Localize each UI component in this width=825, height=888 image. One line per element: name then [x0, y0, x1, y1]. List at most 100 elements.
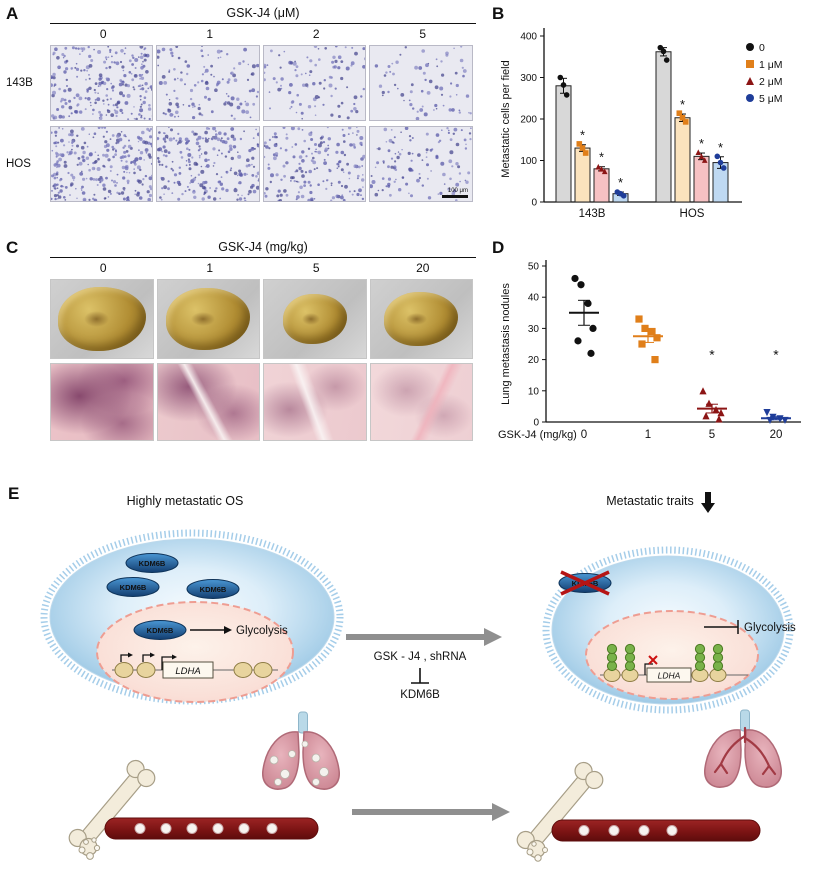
cell-dot — [121, 80, 125, 84]
data-point — [560, 82, 567, 88]
panel-e-label: E — [8, 484, 20, 503]
cell-dot — [53, 47, 58, 51]
cell-dot — [448, 129, 451, 132]
cell-dot — [102, 135, 105, 138]
cell-dot — [337, 115, 341, 118]
lung-specimen — [384, 292, 459, 346]
cell-dot — [285, 193, 289, 197]
bar — [693, 155, 710, 203]
cell-dot — [449, 150, 454, 155]
cell-dot — [304, 171, 308, 174]
y-tick-label: 400 — [520, 32, 537, 43]
cell-dot — [363, 57, 366, 61]
cell-dot — [185, 141, 189, 145]
cell-dot — [169, 48, 173, 52]
cell-dot — [331, 196, 335, 200]
cell-dot — [139, 46, 144, 49]
cell-dot — [239, 173, 244, 177]
cell-dot — [358, 188, 362, 193]
cell-dot — [283, 50, 286, 53]
cell-dot — [268, 138, 271, 141]
cell-dot — [330, 184, 333, 187]
treatment-target-label: KDM6B — [400, 689, 440, 701]
cell-dot — [390, 165, 395, 169]
data-point — [717, 159, 724, 166]
cell-dot — [62, 144, 66, 147]
cell-dot — [150, 88, 153, 91]
cell-dot — [121, 165, 125, 170]
data-point — [763, 409, 771, 417]
cell-dot — [214, 136, 218, 140]
cell-dot — [227, 137, 230, 141]
cell-dot — [52, 72, 56, 77]
cell-dot — [230, 167, 233, 170]
cell-dot — [119, 79, 122, 82]
cell-dot — [309, 59, 313, 63]
cell-dot — [456, 142, 460, 147]
cell-dot — [340, 76, 344, 81]
cell-dot — [333, 65, 337, 69]
cell-dot — [463, 69, 468, 73]
cell-dot — [230, 134, 235, 139]
cell-dot — [76, 104, 79, 107]
cell-dot — [361, 197, 365, 201]
cell-dot — [375, 166, 377, 169]
cell-dot — [182, 104, 185, 106]
cell-membrane — [542, 546, 794, 714]
cell-dot — [98, 110, 101, 114]
cell-dot — [162, 47, 166, 52]
cell-dot — [142, 100, 146, 105]
micrograph-143b-dose2 — [262, 45, 367, 121]
cell-dot — [238, 61, 242, 66]
cell-dot — [439, 86, 444, 91]
micrograph-image — [157, 127, 259, 201]
cell-dot — [201, 46, 204, 47]
cell-dot — [131, 78, 134, 82]
cell-dot — [205, 137, 208, 140]
cell-dot — [423, 71, 427, 75]
cell-dot — [268, 91, 271, 93]
cell-dot — [50, 75, 54, 79]
cell-dot — [175, 139, 178, 142]
x-tick-label: 0 — [581, 429, 587, 441]
cell-dot — [384, 74, 387, 77]
cell-dot — [116, 191, 119, 194]
cell-dot — [114, 153, 117, 156]
cell-dot — [469, 138, 473, 141]
cell-dot — [393, 165, 397, 169]
cell-dot — [60, 97, 64, 102]
cell-dot — [99, 85, 102, 87]
cell-dot — [192, 177, 197, 182]
cell-dot — [159, 81, 164, 85]
cell-dot — [252, 102, 256, 106]
cell-dot — [414, 65, 419, 70]
cell-dot — [74, 47, 78, 50]
cell-dot — [77, 47, 80, 50]
cell-dot — [244, 100, 247, 103]
cell-dot — [94, 101, 97, 105]
cell-dot — [149, 127, 152, 131]
cell-dot — [335, 194, 340, 199]
cell-dot — [53, 186, 56, 190]
cell-dot — [323, 158, 326, 161]
cell-dot — [382, 189, 385, 192]
cell-dot — [118, 91, 123, 96]
cell-dot — [55, 162, 59, 166]
cell-dot — [191, 102, 196, 106]
cell-dot — [63, 70, 67, 74]
cell-dot — [436, 65, 439, 68]
cell-dot — [79, 172, 83, 176]
cell-dot — [267, 163, 270, 166]
cell-dot — [309, 184, 312, 187]
cell-dot — [96, 184, 99, 186]
tumor-cell-burst — [526, 841, 548, 862]
micrograph-image — [263, 127, 366, 201]
cell-dot — [131, 56, 135, 59]
cell-dot — [459, 180, 462, 183]
sig-asterisk: * — [580, 128, 585, 143]
svg-text:KDM6B: KDM6B — [147, 626, 174, 635]
cell-dot — [461, 129, 464, 132]
cell-dot — [215, 187, 218, 190]
cell-dot — [298, 166, 302, 171]
cell-dot — [115, 61, 120, 66]
